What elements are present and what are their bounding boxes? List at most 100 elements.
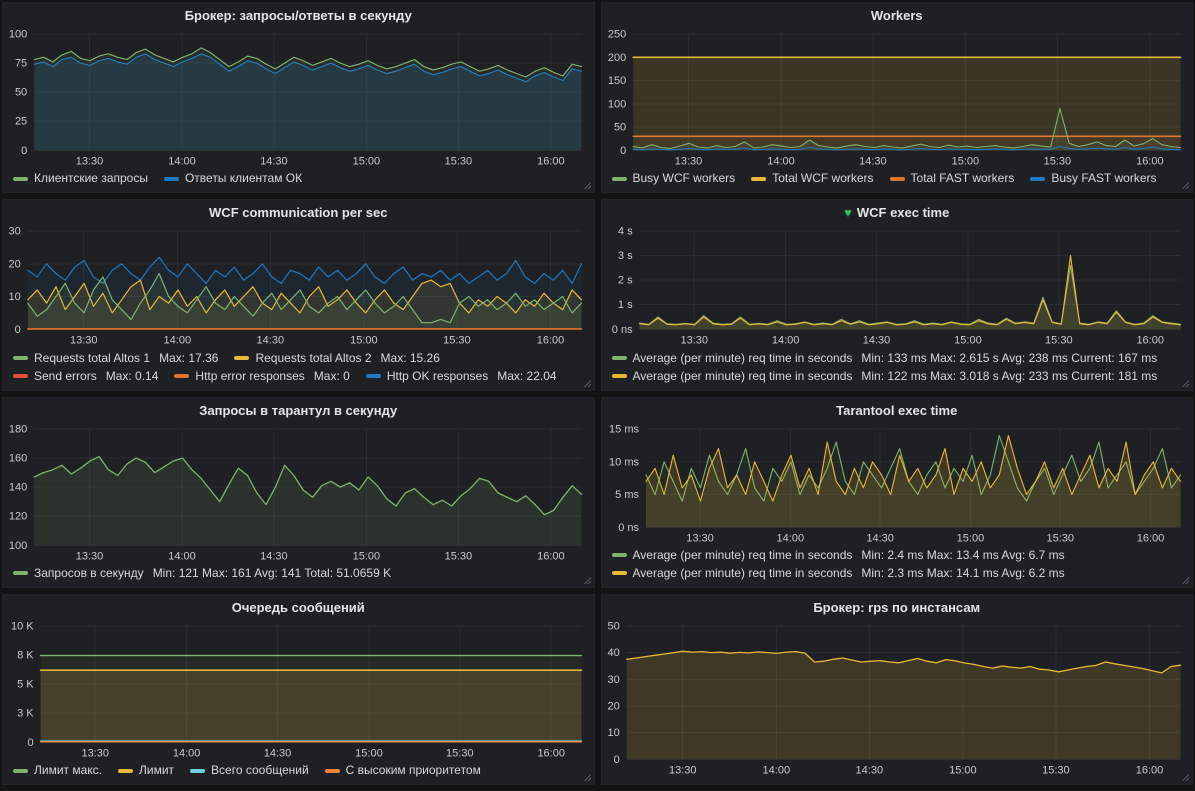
svg-text:13:30: 13:30 bbox=[81, 747, 109, 759]
legend-item[interactable]: Requests total Altos 2 Max: 15.26 bbox=[234, 350, 440, 367]
svg-text:160: 160 bbox=[9, 452, 27, 464]
time-series-graph[interactable]: 100 120 140 160 180 13:30 14:00 14:30 15:00 15:30… bbox=[3, 420, 594, 564]
legend-swatch-icon bbox=[611, 571, 627, 576]
legend-stats: Min: 2.3 ms Max: 14.1 ms Avg: 6.2 ms bbox=[861, 565, 1065, 580]
svg-text:10 ms: 10 ms bbox=[609, 456, 639, 468]
svg-text:14:30: 14:30 bbox=[260, 155, 288, 167]
svg-text:16:00: 16:00 bbox=[1136, 155, 1164, 167]
time-series-graph[interactable]: 0 10 20 30 13:30 14:00 14:30 15:00 15:30 16:00 bbox=[3, 222, 594, 348]
legend-item[interactable]: Лимит макс. bbox=[13, 762, 102, 779]
svg-text:14:00: 14:00 bbox=[762, 764, 790, 776]
svg-text:4 s: 4 s bbox=[617, 226, 632, 238]
legend-label: С высоким приоритетом bbox=[345, 763, 481, 777]
svg-text:120: 120 bbox=[9, 510, 27, 522]
svg-text:30: 30 bbox=[9, 226, 21, 238]
legend-item[interactable]: С высоким приоритетом bbox=[324, 762, 481, 779]
legend-item[interactable]: Лимит bbox=[118, 762, 174, 779]
svg-text:100: 100 bbox=[9, 29, 27, 41]
time-series-graph[interactable]: 0 50 100 150 200 250 13:30 14:00 14:30 15:00 15:30… bbox=[602, 25, 1193, 169]
panel-resize-handle[interactable] bbox=[1181, 378, 1189, 387]
legend-item[interactable]: Average (per minute) req time in seconds… bbox=[611, 350, 1157, 367]
svg-text:14:30: 14:30 bbox=[859, 155, 887, 167]
legend-item[interactable]: Requests total Altos 1 Max: 17.36 bbox=[13, 350, 218, 367]
legend-item[interactable]: Ответы клиентам ОК bbox=[163, 170, 302, 187]
svg-text:180: 180 bbox=[9, 423, 27, 435]
svg-text:3 K: 3 K bbox=[17, 707, 34, 719]
svg-text:15:30: 15:30 bbox=[445, 550, 473, 562]
panel-title[interactable]: Workers bbox=[870, 8, 923, 23]
svg-text:15:30: 15:30 bbox=[1042, 764, 1070, 776]
legend-swatch-icon bbox=[13, 176, 28, 181]
legend-swatch-icon bbox=[611, 374, 627, 378]
panel-title[interactable]: Очередь сообщений bbox=[231, 599, 365, 615]
legend-item[interactable]: Busy WCF workers bbox=[611, 170, 736, 187]
legend-item[interactable]: Total WCF workers bbox=[751, 170, 874, 187]
time-series-graph[interactable]: 0 10 20 30 40 50 13:30 14:00 14:30 15:00 15:30 16:0… bbox=[602, 617, 1193, 778]
legend-label: Average (per minute) req time in seconds bbox=[632, 350, 853, 365]
legend-item[interactable]: Average (per minute) req time in seconds… bbox=[611, 565, 1065, 582]
time-series-graph[interactable]: 0 3 K 5 K 8 K 10 K 13:30 14:00 14:30 15:00 15:30 1… bbox=[3, 617, 594, 761]
legend-swatch-icon bbox=[13, 571, 28, 576]
panel-resize-handle[interactable] bbox=[1181, 773, 1189, 781]
panel-title[interactable]: Брокер: rps по инстансам bbox=[813, 599, 981, 615]
svg-text:30: 30 bbox=[607, 674, 619, 686]
legend-item[interactable]: Average (per minute) req time in seconds… bbox=[611, 368, 1157, 385]
legend-item[interactable]: Total FAST workers bbox=[889, 170, 1014, 187]
panel-title[interactable]: Запросы в тарантул в секунду bbox=[199, 402, 398, 418]
svg-text:16:00: 16:00 bbox=[1136, 335, 1164, 347]
panel-broker-rps: Брокер: запросы/ответы в секунду 0 25 50 75… bbox=[2, 2, 595, 194]
panel-title[interactable]: ♥ WCF exec time bbox=[844, 205, 950, 221]
panel-resize-handle[interactable] bbox=[582, 575, 591, 584]
green-heart-icon: ♥ bbox=[844, 205, 852, 221]
legend-label: Average (per minute) req time in seconds bbox=[632, 565, 853, 580]
svg-text:50: 50 bbox=[607, 620, 619, 632]
time-series-graph[interactable]: 0 ns 1 s 2 s 3 s 4 s 13:30 14:00 14:30 15:00 15:3… bbox=[602, 222, 1193, 348]
svg-text:15:30: 15:30 bbox=[1045, 335, 1073, 347]
legend-item[interactable]: Клиентские запросы bbox=[13, 170, 148, 187]
svg-text:14:00: 14:00 bbox=[164, 335, 192, 347]
legend-item[interactable]: Busy FAST workers bbox=[1030, 170, 1156, 187]
legend-label: Send errors bbox=[34, 368, 97, 383]
panel-resize-handle[interactable] bbox=[1181, 575, 1189, 584]
svg-text:13:30: 13:30 bbox=[76, 155, 104, 167]
legend-swatch-icon bbox=[163, 176, 179, 181]
legend-item[interactable]: Send errors Max: 0.14 bbox=[13, 368, 158, 385]
legend: Запросов в секунду Min: 121 Max: 161 Avg:… bbox=[3, 564, 594, 587]
panel-resize-handle[interactable] bbox=[582, 773, 591, 781]
legend-item[interactable]: Всего сообщений bbox=[190, 762, 309, 779]
svg-text:15:30: 15:30 bbox=[1043, 155, 1071, 167]
svg-text:75: 75 bbox=[15, 58, 27, 70]
legend-swatch-icon bbox=[190, 768, 206, 773]
time-series-graph[interactable]: 0 25 50 75 100 13:30 14:00 14:30 15:00 15:30 16:00 bbox=[3, 25, 594, 169]
legend: Average (per minute) req time in seconds… bbox=[602, 546, 1193, 587]
panel-title[interactable]: WCF communication per sec bbox=[209, 205, 388, 221]
legend-item[interactable]: Average (per minute) req time in seconds… bbox=[611, 547, 1065, 564]
panel-title[interactable]: Брокер: запросы/ответы в секунду bbox=[184, 8, 412, 23]
legend-item[interactable]: Http OK responses Max: 22.04 bbox=[365, 368, 557, 385]
legend-swatch-icon bbox=[13, 768, 28, 773]
legend-label: Average (per minute) req time in seconds bbox=[632, 368, 853, 383]
panel-resize-handle[interactable] bbox=[1181, 181, 1189, 190]
legend-item[interactable]: Http error responses Max: 0 bbox=[174, 368, 350, 385]
legend-swatch-icon bbox=[234, 356, 250, 360]
svg-text:0: 0 bbox=[21, 145, 27, 157]
svg-text:14:30: 14:30 bbox=[264, 747, 292, 759]
panel-wcf-communication: WCF communication per sec 0 10 20 30 13:30 14… bbox=[2, 199, 595, 391]
panel-resize-handle[interactable] bbox=[582, 181, 591, 190]
svg-text:10: 10 bbox=[9, 291, 21, 303]
svg-text:16:00: 16:00 bbox=[537, 747, 565, 759]
panel-title[interactable]: Tarantool exec time bbox=[836, 402, 958, 418]
legend-label: Busy WCF workers bbox=[632, 171, 736, 186]
svg-text:13:30: 13:30 bbox=[686, 532, 714, 544]
legend-item[interactable]: Запросов в секунду Min: 121 Max: 161 Avg:… bbox=[13, 565, 391, 582]
legend-swatch-icon bbox=[889, 176, 905, 181]
svg-text:15 ms: 15 ms bbox=[609, 423, 639, 435]
svg-text:20: 20 bbox=[607, 700, 619, 712]
svg-text:14:30: 14:30 bbox=[866, 532, 894, 544]
svg-text:16:00: 16:00 bbox=[537, 155, 565, 167]
time-series-graph[interactable]: 0 ns 5 ms 10 ms 15 ms 13:30 14:00 14:30 15:00 15… bbox=[602, 420, 1193, 546]
svg-text:50: 50 bbox=[613, 122, 625, 134]
svg-text:140: 140 bbox=[9, 481, 27, 493]
panel-resize-handle[interactable] bbox=[582, 378, 591, 387]
